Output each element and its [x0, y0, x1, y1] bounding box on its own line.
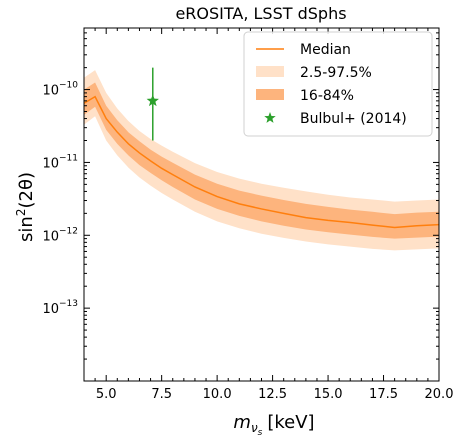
legend: Median 2.5-97.5% 16-84% Bulbul+ (2014)	[243, 31, 433, 137]
x-axis-ticks: 5.0 7.5 10.0 12.5 15.0 17.5 20.0	[83, 28, 454, 402]
observation-layer	[146, 67, 159, 141]
x-axis-title: mνs [keV]	[233, 412, 314, 438]
band-95-area	[84, 70, 439, 251]
x-tick-label: 15.0	[314, 387, 343, 402]
legend-swatch-band-95	[256, 66, 284, 77]
y-tick-label: 10−12	[42, 226, 78, 244]
x-tick-label: 17.5	[369, 387, 398, 402]
x-axis-title-unit: [keV]	[267, 412, 314, 433]
chart-title: eROSITA, LSST dSphs	[175, 4, 346, 23]
legend-label-band-68: 16-84%	[300, 88, 354, 104]
legend-swatch-observation	[264, 112, 276, 123]
confidence-bands	[84, 70, 439, 251]
legend-label-observation: Bulbul+ (2014)	[300, 111, 407, 127]
x-tick-label: 20.0	[425, 387, 454, 402]
y-axis-ticks: 10−13 10−12 10−11 10−10	[42, 32, 439, 360]
y-tick-label: 10−11	[42, 153, 78, 171]
y-tick-label: 10−10	[42, 81, 78, 99]
x-axis-title-subscript: ν	[251, 421, 258, 435]
x-tick-label: 5.0	[96, 387, 117, 402]
y-axis-title: sin2(2θ)	[14, 172, 37, 242]
median-layer	[84, 95, 439, 229]
band-68-area	[84, 82, 439, 239]
y-axis-title-exponent: 2	[14, 209, 28, 217]
x-tick-label: 10.0	[203, 387, 232, 402]
x-tick-label: 12.5	[258, 387, 287, 402]
legend-swatch-band-68	[256, 89, 284, 100]
y-axis-title-prefix: sin	[16, 216, 37, 242]
x-tick-label: 7.5	[151, 387, 172, 402]
legend-label-median: Median	[300, 42, 351, 58]
y-axis-title-argument: (2θ)	[16, 172, 37, 209]
median-line	[84, 95, 439, 229]
x-axis-title-subsubscript: s	[258, 428, 263, 438]
x-axis-title-base: m	[233, 412, 251, 433]
legend-box	[243, 31, 433, 137]
legend-label-band-95: 2.5-97.5%	[300, 65, 372, 81]
y-tick-label: 10−13	[42, 299, 78, 317]
observation-point	[146, 94, 159, 107]
